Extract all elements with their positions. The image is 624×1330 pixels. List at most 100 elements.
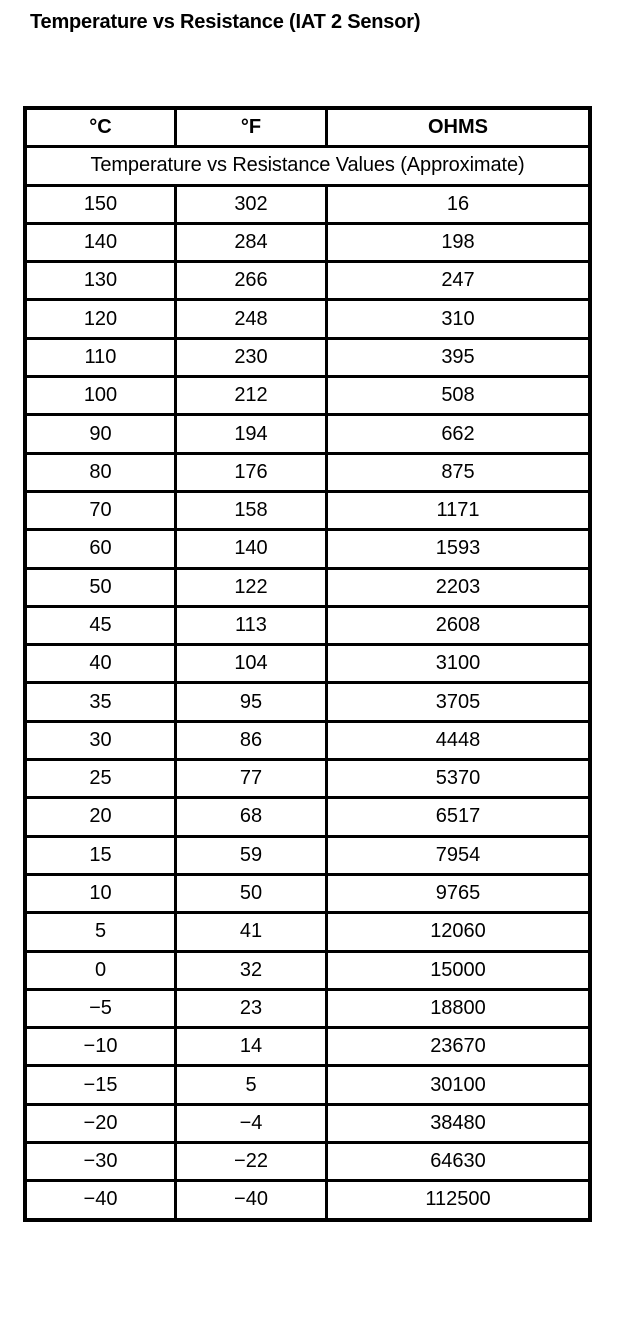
- table-row: 50 122 2203: [23, 566, 592, 608]
- cell-ohms: 3100: [325, 643, 592, 685]
- cell-celsius: −40: [23, 1179, 177, 1222]
- cell-ohms: 112500: [325, 1179, 592, 1222]
- cell-fahrenheit: 104: [174, 643, 328, 685]
- cell-fahrenheit: 122: [174, 566, 328, 608]
- cell-celsius: 90: [23, 413, 177, 455]
- cell-fahrenheit: 14: [174, 1026, 328, 1068]
- cell-fahrenheit: 32: [174, 949, 328, 991]
- cell-celsius: 110: [23, 336, 177, 379]
- cell-fahrenheit: 212: [174, 375, 328, 417]
- cell-ohms: 2608: [325, 604, 592, 647]
- cell-fahrenheit: 248: [174, 298, 328, 340]
- cell-ohms: 1171: [325, 489, 592, 532]
- table-row: 110 230 395: [23, 336, 592, 379]
- cell-ohms: 198: [325, 221, 592, 264]
- cell-celsius: −5: [23, 987, 177, 1030]
- cell-ohms: 23670: [325, 1026, 592, 1068]
- cell-celsius: 120: [23, 298, 177, 340]
- table-row: 5 41 12060: [23, 911, 592, 953]
- temperature-resistance-table: °C °F OHMS Temperature vs Resistance Val…: [23, 106, 592, 1222]
- table-row: 35 95 3705: [23, 681, 592, 723]
- cell-celsius: 60: [23, 528, 177, 570]
- cell-ohms: 310: [325, 298, 592, 340]
- cell-celsius: 0: [23, 949, 177, 991]
- page-title: Temperature vs Resistance (IAT 2 Sensor): [30, 11, 421, 33]
- table-row: 80 176 875: [23, 451, 592, 493]
- cell-fahrenheit: 113: [174, 604, 328, 647]
- cell-ohms: 38480: [325, 1102, 592, 1145]
- cell-fahrenheit: 176: [174, 451, 328, 493]
- table-row: 40 104 3100: [23, 643, 592, 685]
- cell-celsius: 20: [23, 796, 177, 838]
- table-row: 15 59 7954: [23, 834, 592, 876]
- table-row: 100 212 508: [23, 375, 592, 417]
- table-row: 45 113 2608: [23, 604, 592, 647]
- cell-ohms: 395: [325, 336, 592, 379]
- cell-fahrenheit: 50: [174, 872, 328, 915]
- table-row: −40 −40 112500: [23, 1179, 592, 1222]
- cell-fahrenheit: −40: [174, 1179, 328, 1222]
- cell-fahrenheit: 86: [174, 719, 328, 762]
- cell-fahrenheit: 68: [174, 796, 328, 838]
- cell-celsius: 10: [23, 872, 177, 915]
- cell-celsius: −30: [23, 1141, 177, 1183]
- cell-celsius: 30: [23, 719, 177, 762]
- table-body: 150 302 16 140 284 198 130 266 247 120 248 310 110 23…: [23, 183, 592, 1222]
- cell-celsius: 25: [23, 758, 177, 800]
- cell-ohms: 662: [325, 413, 592, 455]
- table-row: −10 14 23670: [23, 1026, 592, 1068]
- cell-fahrenheit: 302: [174, 183, 328, 225]
- cell-ohms: 18800: [325, 987, 592, 1030]
- cell-fahrenheit: 95: [174, 681, 328, 723]
- header-celsius: °C: [23, 106, 177, 149]
- table-row: 25 77 5370: [23, 758, 592, 800]
- table-row: 30 86 4448: [23, 719, 592, 762]
- cell-ohms: 508: [325, 375, 592, 417]
- cell-celsius: 140: [23, 221, 177, 264]
- cell-celsius: 130: [23, 260, 177, 302]
- cell-fahrenheit: 41: [174, 911, 328, 953]
- cell-ohms: 3705: [325, 681, 592, 723]
- cell-ohms: 247: [325, 260, 592, 302]
- cell-ohms: 5370: [325, 758, 592, 800]
- cell-celsius: 70: [23, 489, 177, 532]
- table-row: −15 5 30100: [23, 1064, 592, 1106]
- cell-celsius: −20: [23, 1102, 177, 1145]
- cell-ohms: 7954: [325, 834, 592, 876]
- cell-ohms: 15000: [325, 949, 592, 991]
- cell-fahrenheit: 59: [174, 834, 328, 876]
- subheader-row: Temperature vs Resistance Values (Approx…: [23, 145, 592, 187]
- cell-ohms: 64630: [325, 1141, 592, 1183]
- cell-ohms: 9765: [325, 872, 592, 915]
- cell-celsius: 15: [23, 834, 177, 876]
- table-row: 10 50 9765: [23, 872, 592, 915]
- cell-fahrenheit: 23: [174, 987, 328, 1030]
- cell-fahrenheit: 5: [174, 1064, 328, 1106]
- table-row: −30 −22 64630: [23, 1141, 592, 1183]
- cell-celsius: 5: [23, 911, 177, 953]
- cell-fahrenheit: 230: [174, 336, 328, 379]
- header-row: °C °F OHMS: [23, 106, 592, 149]
- cell-celsius: 45: [23, 604, 177, 647]
- cell-ohms: 30100: [325, 1064, 592, 1106]
- table-row: 150 302 16: [23, 183, 592, 225]
- cell-ohms: 875: [325, 451, 592, 493]
- table-row: 20 68 6517: [23, 796, 592, 838]
- cell-ohms: 2203: [325, 566, 592, 608]
- cell-celsius: 100: [23, 375, 177, 417]
- cell-ohms: 1593: [325, 528, 592, 570]
- cell-celsius: −15: [23, 1064, 177, 1106]
- cell-fahrenheit: −4: [174, 1102, 328, 1145]
- subheader: Temperature vs Resistance Values (Approx…: [23, 145, 592, 187]
- cell-fahrenheit: 266: [174, 260, 328, 302]
- table-row: 60 140 1593: [23, 528, 592, 570]
- table-row: 0 32 15000: [23, 949, 592, 991]
- cell-celsius: 50: [23, 566, 177, 608]
- cell-fahrenheit: −22: [174, 1141, 328, 1183]
- table-row: 90 194 662: [23, 413, 592, 455]
- cell-fahrenheit: 284: [174, 221, 328, 264]
- table-row: −5 23 18800: [23, 987, 592, 1030]
- header-ohms: OHMS: [325, 106, 592, 149]
- cell-ohms: 12060: [325, 911, 592, 953]
- cell-celsius: 40: [23, 643, 177, 685]
